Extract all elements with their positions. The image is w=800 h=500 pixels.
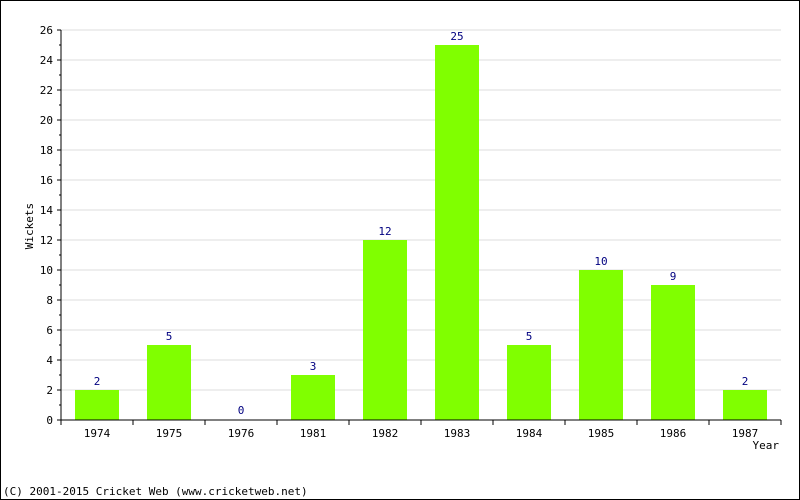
x-tick-label: 1986 [660, 427, 687, 440]
y-tick-label: 14 [40, 204, 54, 217]
value-label: 9 [670, 270, 677, 283]
bars [75, 45, 767, 420]
y-tick-label: 26 [40, 24, 53, 37]
y-tick-label: 18 [40, 144, 53, 157]
bar [507, 345, 551, 420]
y-tick-label: 24 [40, 54, 54, 67]
bar [291, 375, 335, 420]
value-label: 25 [450, 30, 463, 43]
x-tick-labels: 1974 1975 1976 1981 1982 1983 1984 1985 1986 1987 [84, 427, 759, 440]
x-tick-label: 1982 [372, 427, 399, 440]
bar [723, 390, 767, 420]
bar [579, 270, 623, 420]
axes [57, 29, 782, 425]
value-label: 2 [94, 375, 101, 388]
y-tick-label: 0 [46, 414, 53, 427]
y-tick-label: 4 [46, 354, 53, 367]
y-tick-label: 10 [40, 264, 53, 277]
value-label: 5 [166, 330, 173, 343]
x-tick-label: 1976 [228, 427, 255, 440]
bar [75, 390, 119, 420]
y-tick-label: 2 [46, 384, 53, 397]
value-label: 2 [742, 375, 749, 388]
y-tick-label: 6 [46, 324, 53, 337]
x-axis-label: Year [753, 439, 780, 452]
value-label: 5 [526, 330, 533, 343]
bar [363, 240, 407, 420]
bar [147, 345, 191, 420]
copyright-footer: (C) 2001-2015 Cricket Web (www.cricketwe… [3, 485, 308, 498]
y-tick-label: 22 [40, 84, 53, 97]
x-tick-label: 1981 [300, 427, 327, 440]
x-tick-label: 1985 [588, 427, 615, 440]
y-tick-label: 12 [40, 234, 53, 247]
y-tick-label: 8 [46, 294, 53, 307]
x-tick-label: 1983 [444, 427, 471, 440]
value-label: 12 [378, 225, 391, 238]
bar [435, 45, 479, 420]
y-tick-label: 16 [40, 174, 53, 187]
y-axis-label: Wickets [23, 203, 36, 249]
x-tick-label: 1984 [516, 427, 543, 440]
value-label: 0 [238, 404, 245, 417]
value-label: 3 [310, 360, 317, 373]
x-tick-label: 1974 [84, 427, 111, 440]
bar [651, 285, 695, 420]
x-tick-label: 1987 [732, 427, 759, 440]
y-tick-label: 20 [40, 114, 53, 127]
x-tick-label: 1975 [156, 427, 183, 440]
value-label: 10 [594, 255, 607, 268]
